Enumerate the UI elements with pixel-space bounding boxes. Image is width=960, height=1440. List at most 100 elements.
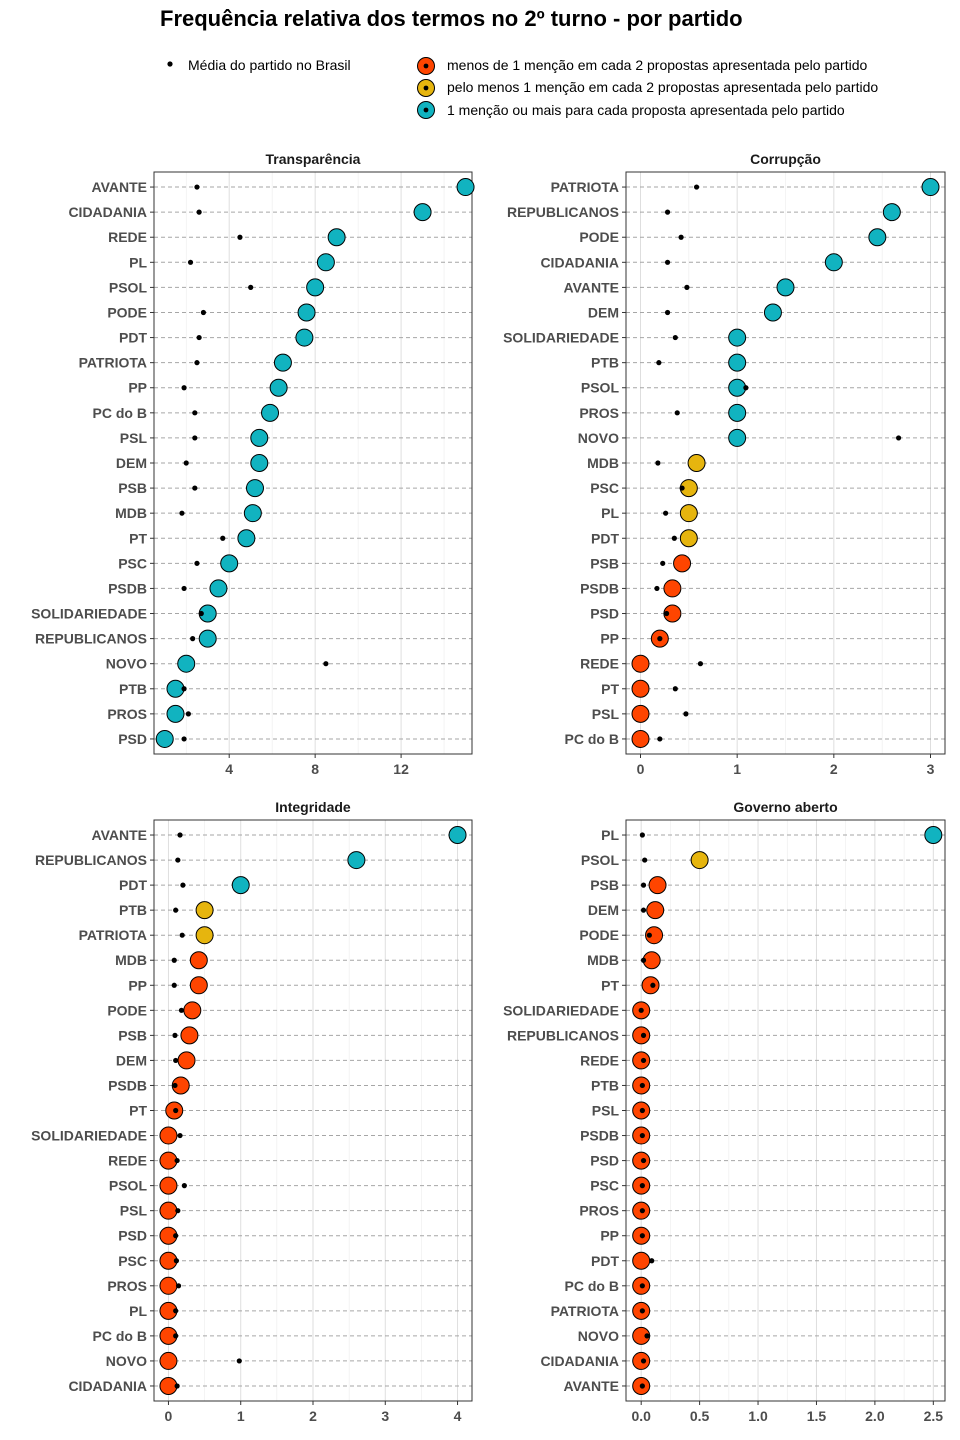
mean-point: [672, 686, 678, 692]
y-tick-label: REDE: [580, 1052, 619, 1068]
y-tick-label: PODE: [579, 927, 619, 943]
mean-point: [187, 259, 194, 265]
facet-panel-2: Integridade AVANTE REPUBLICANOS PDT PTB PATRI…: [31, 794, 473, 1424]
mean-point: [180, 882, 186, 888]
mean-point: [678, 234, 684, 240]
mean-point: [640, 1358, 647, 1364]
mean-point: [173, 1308, 179, 1314]
y-tick-label: PTB: [119, 902, 147, 918]
y-tick-label: CIDADANIA: [540, 254, 619, 270]
data-point: [195, 926, 214, 945]
data-point: [728, 403, 747, 422]
y-tick-label: MDB: [587, 455, 619, 471]
data-point: [159, 1201, 178, 1220]
data-point: [646, 901, 665, 920]
y-tick-label: MDB: [587, 952, 619, 968]
data-point: [237, 529, 256, 548]
mean-point: [192, 410, 198, 416]
data-point: [663, 579, 682, 598]
y-tick-label: DEM: [588, 902, 619, 918]
y-tick-label: PSDB: [580, 1128, 619, 1144]
y-tick-label: MDB: [115, 952, 147, 968]
mean-point: [173, 1057, 179, 1064]
panel-background: [626, 820, 945, 1401]
y-tick-label: AVANTE: [564, 1378, 619, 1394]
x-tick-label: 1: [733, 761, 741, 777]
data-point: [882, 203, 901, 222]
y-tick-label: AVANTE: [92, 827, 147, 843]
mean-point: [639, 1283, 645, 1289]
y-tick-label: PC do B: [93, 1328, 147, 1344]
data-point: [189, 951, 208, 970]
y-tick-label: PSL: [120, 1203, 148, 1219]
data-point: [180, 1026, 199, 1045]
data-point: [166, 679, 185, 698]
mean-point: [640, 882, 647, 888]
mean-point: [654, 585, 660, 592]
mean-point: [177, 832, 183, 838]
mean-point: [640, 1157, 647, 1164]
mean-point: [196, 334, 202, 341]
y-tick-label: PC do B: [565, 1278, 619, 1294]
y-tick-label: PROS: [107, 1278, 147, 1294]
x-tick-label: 1.0: [748, 1408, 768, 1424]
mean-point: [663, 510, 669, 516]
y-tick-label: PSOL: [109, 1178, 148, 1194]
mean-point: [657, 636, 663, 642]
mean-point: [192, 435, 198, 441]
y-tick-label: PSD: [590, 1153, 619, 1169]
x-tick-label: 3: [381, 1408, 389, 1424]
data-point: [327, 228, 346, 247]
legend-marker-low: [417, 57, 435, 75]
mean-point: [171, 982, 177, 988]
mean-point: [179, 510, 185, 516]
x-tick-label: 4: [225, 761, 233, 777]
data-point: [924, 826, 943, 845]
y-tick-label: PP: [600, 1228, 619, 1244]
y-tick-label: PDT: [119, 877, 147, 893]
mean-point: [172, 1032, 178, 1038]
mean-point: [640, 1032, 647, 1038]
y-tick-label: REDE: [108, 229, 147, 245]
y-tick-label: PATRIOTA: [79, 927, 147, 943]
facet-strip-label: Governo aberto: [733, 799, 837, 815]
y-tick-label: PTB: [591, 355, 619, 371]
data-point: [171, 1076, 190, 1095]
mean-point: [175, 1283, 182, 1289]
y-tick-label: PSB: [590, 877, 619, 893]
y-tick-label: PP: [128, 380, 147, 396]
facet-strip-label: Corrupção: [750, 151, 821, 167]
legend-label-high: 1 menção ou mais para cada proposta apre…: [447, 102, 845, 118]
mean-point: [639, 1208, 645, 1214]
y-tick-label: SOLIDARIEDADE: [503, 330, 619, 346]
y-tick-label: SOLIDARIEDADE: [503, 1002, 619, 1018]
mean-point: [646, 932, 652, 938]
data-point: [159, 1176, 178, 1195]
y-tick-label: PATRIOTA: [79, 355, 147, 371]
data-point: [663, 604, 682, 623]
data-point: [448, 826, 467, 845]
y-tick-label: PSC: [118, 555, 147, 571]
mean-point: [664, 309, 671, 316]
x-tick-label: 2: [309, 1408, 317, 1424]
mean-point: [638, 1007, 644, 1013]
mean-point: [190, 636, 196, 642]
x-tick-label: 8: [311, 761, 319, 777]
y-tick-label: PT: [601, 977, 619, 993]
x-tick-label: 2: [830, 761, 838, 777]
y-tick-label: PATRIOTA: [551, 179, 619, 195]
data-point: [195, 901, 214, 920]
mean-point: [639, 1132, 645, 1139]
x-tick-label: 2.0: [865, 1408, 885, 1424]
x-tick-label: 0: [637, 761, 645, 777]
y-tick-label: SOLIDARIEDADE: [31, 606, 147, 622]
data-point: [679, 529, 698, 548]
data-point: [159, 1376, 178, 1395]
facet-strip: [154, 794, 472, 820]
mean-point: [173, 907, 179, 913]
y-tick-label: CIDADANIA: [68, 204, 147, 220]
y-tick-label: PC do B: [93, 405, 147, 421]
facet-panel-0: Transparência AVANTE CIDADANIA REDE PL PSOL PO…: [31, 146, 475, 777]
mean-point: [674, 410, 680, 416]
